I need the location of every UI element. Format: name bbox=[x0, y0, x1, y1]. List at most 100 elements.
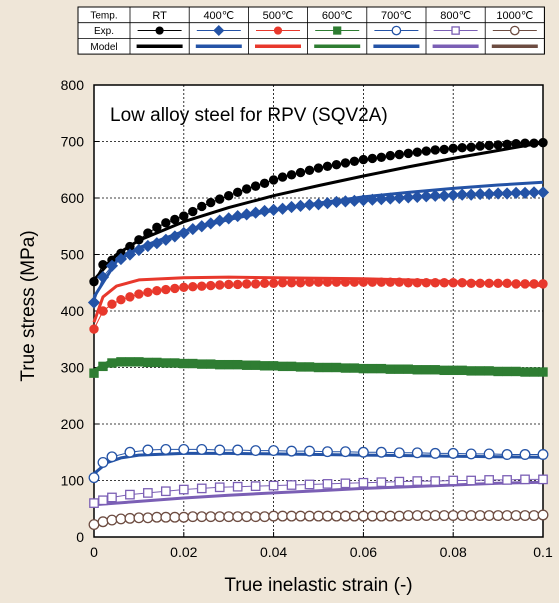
series-6-point bbox=[259, 511, 271, 523]
legend-table: Temp. Exp. Model RT 400℃ 500℃ 600℃ 700℃ 800℃ 1000… bbox=[77, 6, 545, 55]
series-5-point bbox=[394, 476, 405, 487]
series-1-point bbox=[96, 270, 110, 284]
legend-exp-marker bbox=[391, 25, 402, 36]
series-6-point bbox=[97, 516, 109, 528]
series-3-point bbox=[268, 361, 279, 371]
series-6-point bbox=[456, 510, 468, 521]
series-0-point bbox=[277, 172, 288, 182]
series-1-point bbox=[177, 226, 190, 240]
series-0-model-line bbox=[92, 141, 544, 281]
series-6-point bbox=[510, 510, 522, 521]
series-3-point bbox=[349, 363, 360, 373]
series-1-point bbox=[357, 194, 370, 207]
series-4-point bbox=[232, 444, 244, 456]
legend-exp-marker bbox=[155, 26, 164, 35]
series-2-point bbox=[322, 277, 333, 287]
series-6-point bbox=[214, 511, 226, 523]
series-6-point bbox=[447, 510, 459, 521]
series-1-point bbox=[159, 233, 172, 246]
series-6-point bbox=[537, 509, 549, 521]
series-2-point bbox=[197, 281, 207, 291]
series-3-point bbox=[484, 366, 494, 376]
legend-exp-marker bbox=[509, 25, 520, 36]
series-5-point bbox=[107, 492, 117, 503]
series-1-point bbox=[150, 237, 163, 250]
series-2-point bbox=[520, 279, 530, 289]
y-tick-label: 500 bbox=[61, 247, 85, 263]
series-1-point bbox=[438, 189, 451, 202]
series-5-point bbox=[89, 498, 99, 508]
series-1-point bbox=[491, 187, 505, 200]
series-1-point bbox=[402, 191, 415, 204]
series-3-point bbox=[466, 366, 476, 376]
series-6-point bbox=[232, 511, 244, 523]
series-3-point bbox=[439, 365, 449, 376]
series-6-point bbox=[519, 510, 531, 521]
series-2-point bbox=[466, 278, 476, 289]
series-2 bbox=[89, 275, 548, 334]
series-3-point bbox=[367, 363, 378, 374]
legend-row-label: Temp. bbox=[90, 11, 117, 22]
x-axis-label: True inelastic strain (-) bbox=[224, 575, 412, 596]
series-6-point bbox=[268, 510, 280, 522]
series-0-point bbox=[529, 138, 539, 148]
series-2-point bbox=[170, 283, 180, 294]
series-3-point bbox=[295, 362, 306, 372]
series-2-point bbox=[206, 280, 216, 291]
series-0-point bbox=[430, 145, 440, 155]
series-4-point bbox=[411, 447, 423, 459]
series-2-point bbox=[394, 277, 405, 287]
series-3-point bbox=[502, 366, 512, 377]
series-3-point bbox=[529, 367, 539, 377]
series-0-point bbox=[511, 139, 521, 149]
series-0-point bbox=[349, 156, 360, 166]
series-2-point bbox=[457, 278, 467, 288]
series-3-point bbox=[394, 364, 405, 374]
legend-series-name: 400℃ bbox=[203, 10, 234, 22]
series-6-point bbox=[160, 511, 172, 523]
series-6-point bbox=[124, 512, 136, 524]
series-0-point bbox=[304, 165, 315, 176]
series-3-point bbox=[493, 366, 503, 377]
series-0-point bbox=[367, 153, 378, 164]
series-0-point bbox=[457, 143, 467, 153]
series-5-point bbox=[143, 488, 153, 498]
series-0-point bbox=[394, 149, 405, 160]
series-1-point bbox=[429, 189, 442, 202]
series-2-point bbox=[430, 278, 440, 288]
x-tick-label: 0.02 bbox=[170, 544, 197, 560]
series-0-point bbox=[197, 201, 207, 212]
series-2-point bbox=[224, 279, 234, 290]
series-2-point bbox=[376, 277, 387, 287]
series-3-point bbox=[412, 365, 422, 375]
series-4-point bbox=[519, 449, 531, 460]
series-1-point bbox=[132, 243, 146, 257]
series-4-point bbox=[196, 443, 208, 455]
series-6-point bbox=[465, 510, 477, 521]
series-5-point bbox=[178, 484, 189, 495]
series-4-point bbox=[357, 446, 369, 458]
series-3-point bbox=[215, 359, 225, 370]
series-5-point bbox=[286, 480, 297, 490]
series-5-point bbox=[250, 481, 261, 492]
series-1-point bbox=[303, 198, 316, 211]
series-4-point bbox=[339, 446, 351, 458]
series-6-point bbox=[429, 510, 441, 521]
series-4-point bbox=[214, 444, 226, 456]
series-5 bbox=[89, 474, 548, 508]
series-4-point bbox=[429, 447, 441, 459]
y-tick-label: 100 bbox=[61, 473, 85, 489]
series-3-point bbox=[538, 367, 548, 377]
series-2-point bbox=[385, 277, 396, 287]
series-0-point bbox=[286, 170, 297, 180]
series-6-point bbox=[304, 510, 315, 522]
series-5-point bbox=[196, 483, 207, 494]
series-5-point bbox=[430, 476, 441, 486]
x-tick-label: 0 bbox=[90, 544, 98, 560]
series-5-point bbox=[466, 475, 477, 486]
series-2-point bbox=[125, 292, 135, 302]
series-4-point bbox=[537, 449, 549, 460]
series-1-point bbox=[123, 248, 137, 261]
series-2-point bbox=[134, 289, 144, 299]
